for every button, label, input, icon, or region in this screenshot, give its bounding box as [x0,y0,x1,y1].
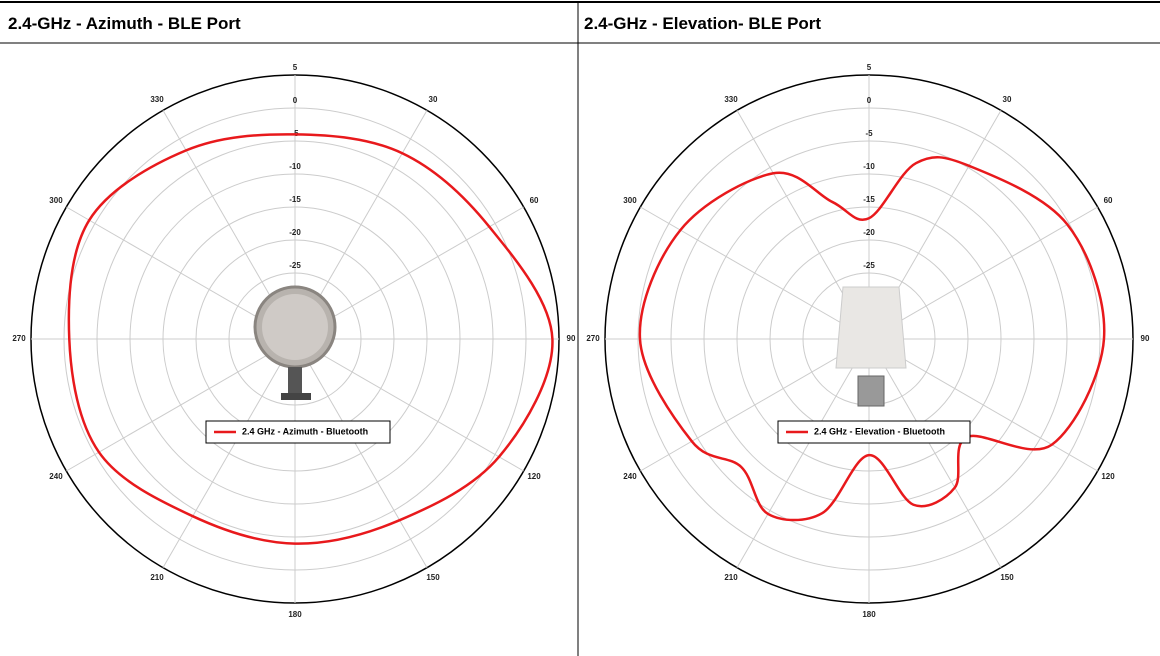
r-tick-label: -15 [863,195,875,204]
angle-label: 120 [1101,472,1115,481]
panel-title: 2.4-GHz - Azimuth - BLE Port [8,14,241,33]
angle-label: 210 [150,573,164,582]
r-tick-label: -25 [289,261,301,270]
legend-label: 2.4 GHz - Azimuth - Bluetooth [242,426,368,436]
r-tick-label: 5 [293,63,298,72]
angle-label: 180 [862,610,876,619]
pattern-line [67,133,554,545]
grid-ring [63,107,527,571]
grid-ring [96,140,494,538]
angle-label: 300 [49,196,63,205]
antenna-photo [835,286,907,407]
grid-ring [129,173,461,505]
legend [777,420,971,444]
angle-label: 270 [586,334,600,343]
r-tick-label: 0 [867,96,872,105]
legend [205,420,391,444]
angle-label: 330 [150,95,164,104]
grid-ring [703,173,1035,505]
grid-ring [162,206,428,472]
angle-label: 210 [724,573,738,582]
angle-label: 60 [1104,196,1113,205]
grid-ring [736,206,1002,472]
r-tick-label: -20 [863,228,875,237]
legend-label: 2.4 GHz - Elevation - Bluetooth [814,426,945,436]
angle-label: 240 [49,472,63,481]
angle-label: 240 [623,472,637,481]
angle-label: 150 [426,573,440,582]
angle-label: 150 [1000,573,1014,582]
r-tick-label: 0 [293,96,298,105]
r-tick-label: 5 [867,63,872,72]
angle-label: 180 [288,610,302,619]
r-tick-label: -10 [863,162,875,171]
grid-ring [228,272,362,406]
angle-label: 120 [527,472,541,481]
angle-label: 90 [567,334,576,343]
angle-label: 60 [530,196,539,205]
pattern-line [638,156,1106,522]
r-tick-label: -15 [289,195,301,204]
grid-ring [637,107,1101,571]
r-tick-label: -5 [865,129,873,138]
angle-label: 30 [429,95,438,104]
angle-label: 30 [1003,95,1012,104]
r-tick-label: -10 [289,162,301,171]
r-tick-label: -25 [863,261,875,270]
r-tick-label: -20 [289,228,301,237]
angle-label: 300 [623,196,637,205]
angle-label: 270 [12,334,26,343]
grid-ring [670,140,1068,538]
polar-chart: 30 60 90 120 150 180 210 240 270 300 330 -25 -20 -15 -… [586,63,1150,619]
panel-title: 2.4-GHz - Elevation- BLE Port [584,14,821,33]
antenna-photo [253,285,337,400]
angle-label: 330 [724,95,738,104]
angle-label: 90 [1141,334,1150,343]
